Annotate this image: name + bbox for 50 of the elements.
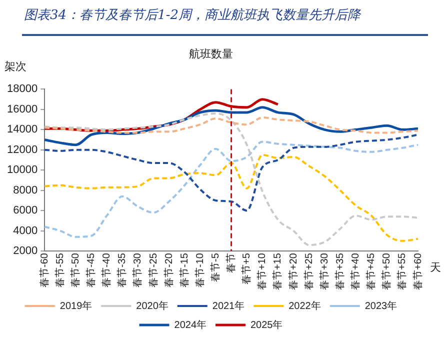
x-tick-label: 春节-20 — [162, 252, 175, 288]
x-axis-title: 天 — [430, 262, 441, 274]
x-tick-label: 春节+25 — [302, 252, 315, 290]
y-tick-label: 4000 — [13, 224, 38, 237]
legend-label: 2020年 — [136, 300, 168, 312]
y-tick-label: 16000 — [6, 103, 38, 116]
x-tick-label: 春节-40 — [100, 252, 113, 288]
y-tick-label: 14000 — [6, 124, 38, 136]
legend-label: 2025年 — [250, 318, 283, 331]
x-tick-label: 春节+35 — [334, 252, 346, 290]
y-tick-label: 18000 — [6, 83, 38, 96]
x-tick-label: 春节+20 — [287, 252, 300, 290]
x-tick-label: 春节-10 — [194, 252, 206, 288]
x-tick-label: 春节+15 — [272, 252, 284, 290]
x-tick-label: 春节-35 — [116, 252, 128, 288]
chart-subtitle: 航班数量 — [189, 48, 233, 61]
legend-label: 2019年 — [60, 300, 92, 312]
x-tick-label: 春节+55 — [396, 252, 408, 290]
x-tick-label: 春节+40 — [350, 252, 362, 290]
x-tick-label: 春节-55 — [54, 252, 66, 288]
x-tick-label: 春节+5 — [240, 252, 253, 284]
x-tick-label: 春节+50 — [380, 252, 393, 290]
legend-label: 2022年 — [288, 300, 321, 312]
legend-label: 2023年 — [364, 300, 398, 312]
line-series — [44, 116, 419, 134]
line-series — [44, 140, 419, 238]
x-tick-label: 春节-50 — [69, 252, 82, 288]
x-tick-label: 春节+60 — [412, 252, 424, 290]
x-tick-label: 春节-25 — [147, 252, 160, 288]
chart-title: 图表34：春节及春节后1-2周，商业航班执飞数量先升后降 — [24, 7, 362, 25]
y-tick-label: 10000 — [6, 164, 38, 176]
x-tick-label: 春节 — [225, 253, 238, 274]
x-tick-label: 春节+30 — [318, 252, 330, 290]
line-series — [44, 134, 419, 212]
legend-label: 2024年 — [174, 318, 207, 331]
x-tick-label: 春节-5 — [209, 252, 222, 282]
line-series — [44, 154, 419, 242]
legend-label: 2021年 — [212, 300, 245, 312]
y-tick-label: 2000 — [13, 245, 38, 258]
x-tick-label: 春节-15 — [178, 252, 190, 288]
line-series — [44, 112, 419, 246]
y-axis-title: 架次 — [4, 60, 27, 74]
y-tick-label: 12000 — [6, 144, 38, 156]
x-tick-label: 春节+10 — [256, 252, 268, 290]
x-tick-label: 春节-45 — [85, 252, 98, 288]
x-tick-label: 春节+45 — [365, 252, 378, 290]
y-tick-label: 8000 — [13, 184, 38, 196]
x-tick-label: 春节-60 — [38, 252, 50, 288]
x-tick-label: 春节-30 — [132, 252, 144, 288]
y-tick-label: 6000 — [13, 204, 38, 217]
